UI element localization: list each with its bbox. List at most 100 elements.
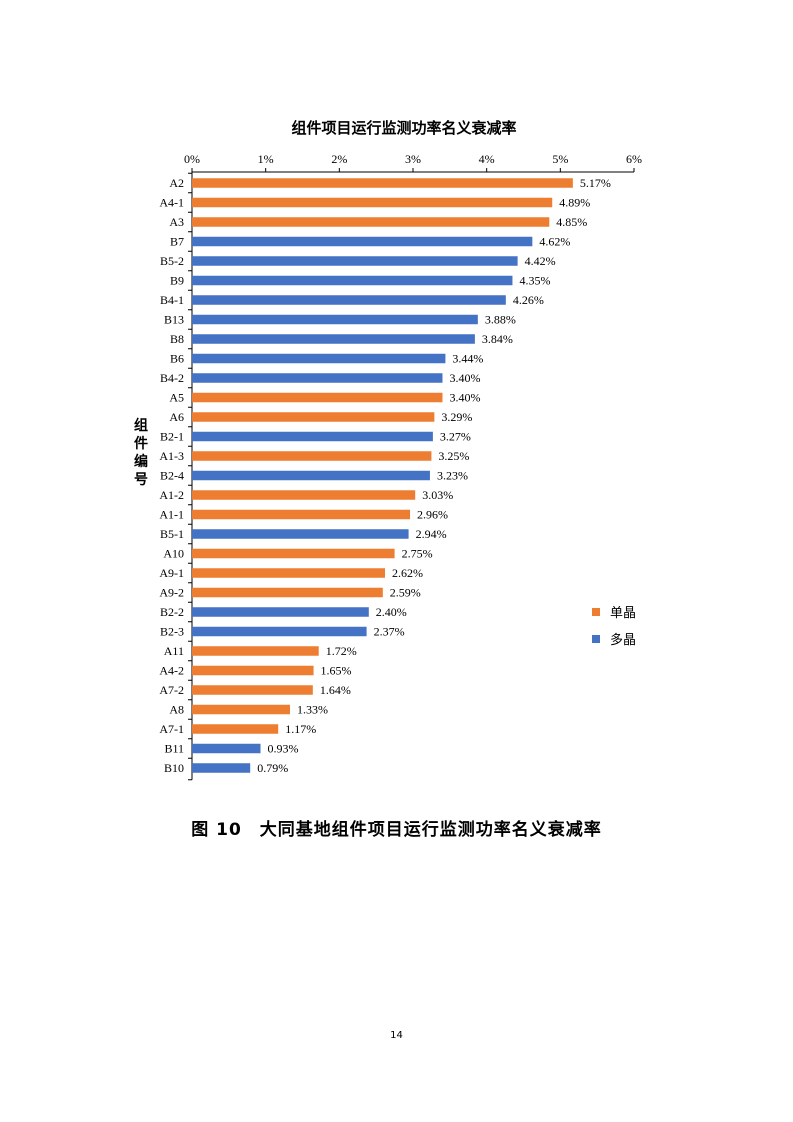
data-label: 3.40% [449,371,480,385]
category-label: B13 [164,313,184,327]
category-label: B5-2 [160,254,184,268]
bar [192,529,409,539]
data-label: 1.72% [326,644,357,658]
x-tick-label: 6% [626,152,642,166]
data-labels: 5.17% 4.89% 4.85% 4.62% 4.42% 4.35% 4.26% 3.88%… [257,176,611,775]
category-label: B9 [170,274,184,288]
data-label: 3.40% [449,391,480,405]
data-label: 4.35% [519,274,550,288]
x-tick-label: 4% [479,152,495,166]
category-label: A3 [169,215,184,229]
category-label: A7-2 [159,683,184,697]
data-label: 2.59% [390,586,421,600]
bar [192,353,446,364]
category-label: A9-1 [159,566,184,580]
legend-label: 多晶 [610,632,636,648]
data-label: 2.94% [416,527,447,541]
category-label: A4-2 [159,664,184,678]
bar [192,178,573,188]
data-label: 4.42% [525,254,556,268]
bar [192,236,533,247]
y-axis-label-char: 件 [134,435,148,452]
bar-chart: 组件项目运行监测功率名义衰减率 0% 1% 2% 3% 4% 5% 6% A2 A4-1 A3 B… [134,119,642,781]
data-label: 2.96% [417,508,448,522]
x-tick-label: 0% [184,152,200,166]
x-tick-label: 1% [258,152,274,166]
bar [192,509,411,520]
data-label: 4.89% [559,196,590,210]
category-label: A4-1 [159,196,184,210]
bar [192,665,314,676]
data-label: 2.40% [376,605,407,619]
x-tick-label: 3% [405,152,421,166]
category-label: B2-4 [160,469,184,483]
bar [192,392,443,403]
x-tick-label: 2% [331,152,347,166]
bar [192,626,367,637]
data-label: 3.29% [441,410,472,424]
data-label: 1.17% [285,722,316,736]
bar [192,197,553,208]
category-label: B6 [170,352,184,366]
bar [192,295,506,305]
category-label: B2-3 [160,625,184,639]
x-tick-label: 5% [552,152,568,166]
category-label: B2-1 [160,430,184,444]
data-label: 2.37% [374,625,405,639]
chart-title: 组件项目运行监测功率名义衰减率 [291,119,516,137]
category-label: B11 [164,742,184,756]
legend-swatch [592,635,600,643]
category-label: B4-1 [160,293,184,307]
data-label: 3.25% [438,449,469,463]
category-label: A7-1 [159,722,184,736]
bar [192,431,433,442]
category-label: A1-1 [159,508,184,522]
bar [192,217,550,227]
data-label: 3.84% [482,332,513,346]
bar [192,646,319,656]
bar [192,373,443,383]
bar [192,451,432,461]
data-label: 4.85% [556,215,587,229]
bar [192,275,513,286]
data-label: 5.17% [580,176,611,190]
figure-caption: 图 10 大同基地组件项目运行监测功率名义衰减率 [191,820,602,840]
data-label: 0.93% [268,742,299,756]
bar [192,470,430,481]
bar [192,724,279,734]
data-label: 3.88% [485,313,516,327]
category-label: B2-2 [160,605,184,619]
y-axis-label-char: 组 [134,417,148,434]
legend-swatch [592,608,600,616]
y-axis-label-char: 编 [134,453,148,470]
data-label: 3.03% [422,488,453,502]
data-label: 1.65% [321,664,352,678]
data-label: 3.23% [437,469,468,483]
bar [192,256,518,266]
bar [192,743,261,754]
category-label: A6 [169,410,184,424]
category-label: B4-2 [160,371,184,385]
bar [192,607,369,617]
category-label: A5 [169,391,184,405]
category-label: A2 [169,176,184,190]
bar [192,704,290,715]
data-label: 2.62% [392,566,423,580]
data-label: 1.33% [297,703,328,717]
bars [192,178,573,773]
category-label: B7 [170,235,184,249]
legend-label: 单晶 [610,606,636,621]
data-label: 3.27% [440,430,471,444]
category-label: A10 [163,547,184,561]
bar [192,763,251,773]
bar [192,568,386,578]
category-labels: A2 A4-1 A3 B7 B5-2 B9 B4-1 B13 B8 B6 B4-2 A5 A6 B2-1 A… [159,172,192,781]
category-label: A1-2 [159,488,184,502]
bar [192,412,435,422]
y-axis-label-char: 号 [134,472,148,488]
bar [192,685,313,695]
data-label: 4.62% [539,235,570,249]
data-label: 2.75% [402,547,433,561]
